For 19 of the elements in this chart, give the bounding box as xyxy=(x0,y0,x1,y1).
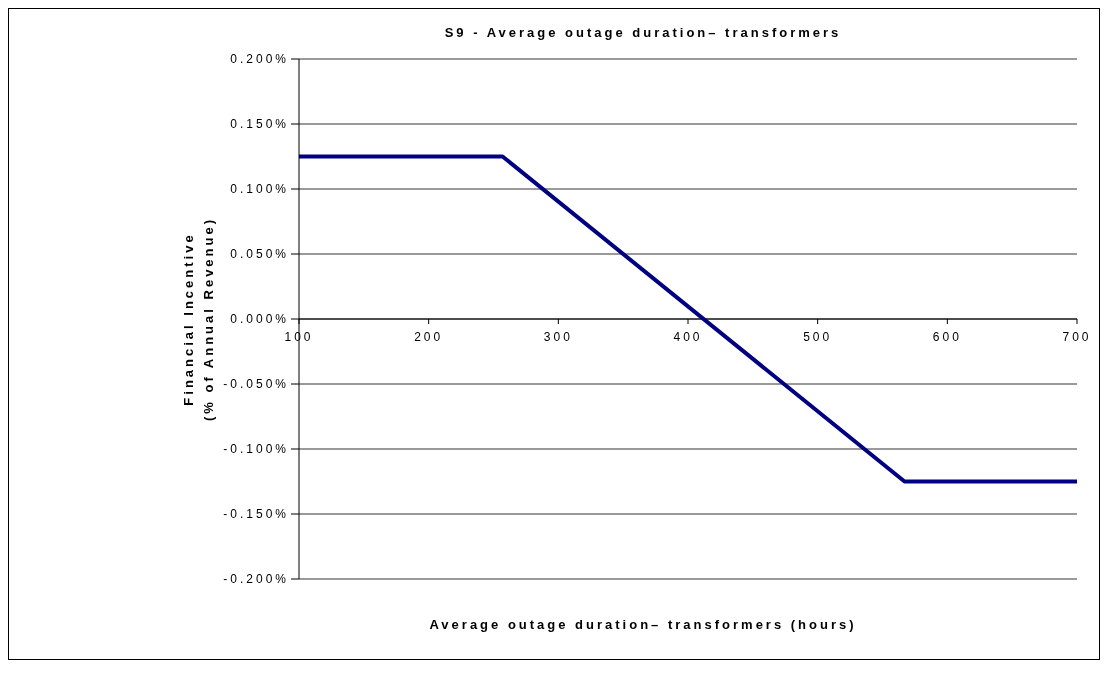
x-tick-label: 400 xyxy=(673,330,703,344)
y-tick-label: -0.150% xyxy=(223,507,289,522)
x-tick-label: 200 xyxy=(414,330,444,344)
y-tick-label: 0.100% xyxy=(230,182,289,197)
y-tick-label: 0.200% xyxy=(230,52,289,67)
x-tick-label: 500 xyxy=(803,330,833,344)
y-axis-title: Financial Incentive (% of Annual Revenue) xyxy=(180,216,217,422)
y-tick-label: 0.150% xyxy=(230,117,289,132)
y-tick-label: -0.200% xyxy=(223,572,289,587)
x-tick-label: 700 xyxy=(1062,330,1092,344)
y-tick-label: -0.050% xyxy=(223,377,289,392)
x-axis-title: Average outage duration– transformers (hours) xyxy=(428,617,858,632)
x-tick-label: 100 xyxy=(284,330,314,344)
y-tick-label: -0.100% xyxy=(223,442,289,457)
y-tick-label: 0.050% xyxy=(230,247,289,262)
y-tick-label: 0.000% xyxy=(230,312,289,327)
chart-title: S9 - Average outage duration– transformers xyxy=(443,25,843,40)
x-tick-label: 600 xyxy=(932,330,962,344)
x-tick-label: 300 xyxy=(543,330,573,344)
